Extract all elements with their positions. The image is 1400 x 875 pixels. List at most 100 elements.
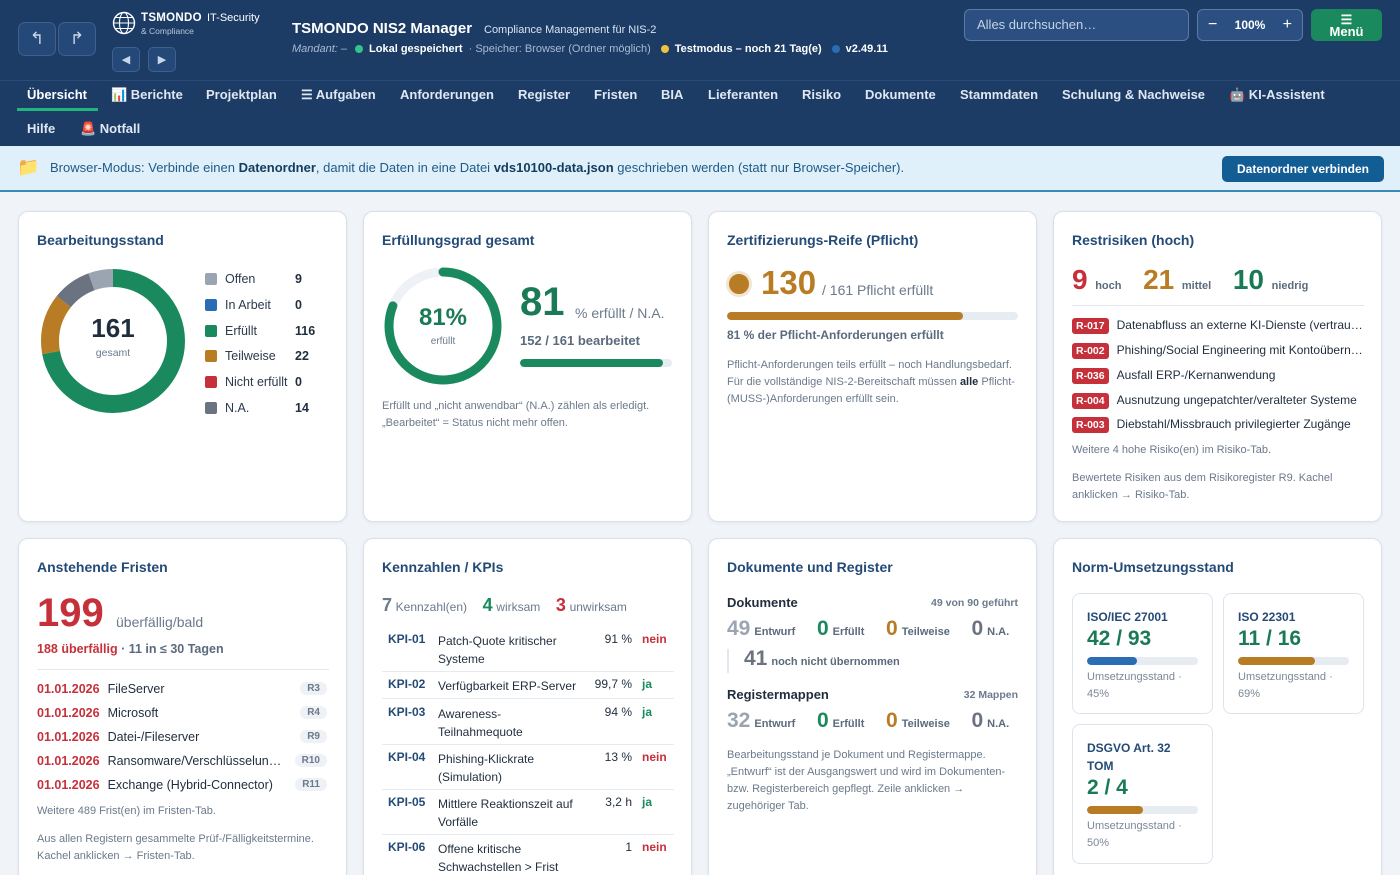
kpi-card[interactable]: Kennzahlen / KPIs 7 Kennzahl(en) 4 wirks… <box>363 538 692 875</box>
tab-notfall[interactable]: 🚨 Notfall <box>80 121 141 136</box>
tab-register[interactable]: Register <box>518 87 571 102</box>
risk-row[interactable]: R-003 Diebstahl/Missbrauch privilegierter… <box>1072 417 1364 433</box>
tab-stammdaten[interactable]: Stammdaten <box>960 87 1039 102</box>
deadline-row[interactable]: 01.01.2026 Datei-/Fileserver R9 <box>37 730 329 744</box>
readiness-indicator-icon <box>726 271 752 297</box>
documents-card[interactable]: Dokumente und Register Dokumente 49 von … <box>708 538 1037 875</box>
documents-status-row[interactable]: 49 Entwurf 0 Erfüllt 0 Teilweise 0 N.A. <box>727 617 1010 640</box>
top-bar: ↰ ↱ ◀ ▶ TSMONDO & Compliance IT-Security… <box>0 0 1400 80</box>
deadline-row[interactable]: 01.01.2026 FileServer R3 <box>37 682 329 696</box>
folder-icon: 📁 <box>17 157 40 177</box>
tab-projektplan[interactable]: Projektplan <box>206 87 277 102</box>
undo-button[interactable]: ↰ <box>18 22 56 56</box>
redo-button[interactable]: ↱ <box>58 22 96 56</box>
legend-item: Nicht erfüllt 0 <box>205 375 305 389</box>
card-title: Dokumente und Register <box>727 559 893 575</box>
status-card[interactable]: Bearbeitungsstand 161 gesamt Offen 9 In Ar… <box>18 211 347 522</box>
risk-row[interactable]: R-002 Phishing/Social Engineering mit Kon… <box>1072 343 1364 359</box>
menu-button[interactable]: ☰ Menü <box>1311 9 1382 41</box>
deadlines-big: 199 <box>37 591 104 635</box>
tab-aufgaben[interactable]: ☰ Aufgaben <box>301 87 376 102</box>
tab-dokumente[interactable]: Dokumente <box>865 87 936 102</box>
legend-item: In Arbeit 0 <box>205 298 305 312</box>
brand-tag: IT-Security <box>207 12 260 24</box>
registers-status-row[interactable]: 32 Entwurf 0 Erfüllt 0 Teilweise 0 N.A. <box>727 709 1010 732</box>
legend-value: 0 <box>295 297 302 312</box>
cert-progress-bar <box>727 312 1018 320</box>
fulfillment-ring-label: erfüllt <box>430 336 456 347</box>
documents-not-taken: 41 noch nicht übernommen <box>744 647 900 670</box>
norm-tile-iso22301[interactable]: ISO 22301 11 / 16 Umsetzungsstand · 69% <box>1223 593 1364 714</box>
deadline-row[interactable]: 01.01.2026 Exchange (Hybrid-Connector) R11 <box>37 778 329 792</box>
fulfillment-card[interactable]: Erfüllungsgrad gesamt 81% erfüllt 81 % e… <box>363 211 692 522</box>
globe-icon <box>112 11 136 35</box>
status-donut-chart <box>41 269 185 413</box>
tab-fristen[interactable]: Fristen <box>594 87 638 102</box>
kpi-row[interactable]: KPI-03 Awareness-Teilnahmequote 94 % ja <box>382 705 674 745</box>
ring-fill <box>384 267 502 385</box>
risk-row[interactable]: R-017 Datenabfluss an externe KI-Dienste … <box>1072 318 1364 334</box>
legend-item: Offen 9 <box>205 272 305 286</box>
kpi-row[interactable]: KPI-02 Verfügbarkeit ERP-Server 99,7 % ja <box>382 677 674 699</box>
certification-card[interactable]: Zertifizierungs-Reife (Pflicht) 130 / 16… <box>708 211 1037 522</box>
card-title: Norm-Umsetzungsstand <box>1072 559 1234 575</box>
risk-more: Weitere 4 hohe Risiko(en) im Risiko-Tab. <box>1072 444 1272 456</box>
fulfillment-big-value: 81 <box>520 280 565 324</box>
risk-row[interactable]: R-036 Ausfall ERP-/Kernanwendung <box>1072 368 1364 384</box>
legend-value: 14 <box>295 401 309 415</box>
legend-label: Nicht erfüllt <box>225 375 288 390</box>
legend-label: Offen <box>225 272 256 286</box>
tab-bia[interactable]: BIA <box>661 87 684 102</box>
kpi-row[interactable]: KPI-04 Phishing-Klickrate (Simulation) 13 … <box>382 750 674 790</box>
divider <box>1072 305 1364 306</box>
active-tab-indicator <box>17 108 98 111</box>
deadlines-more: Weitere 489 Frist(en) im Fristen-Tab. <box>37 805 216 817</box>
deadline-row[interactable]: 01.01.2026Ransomware/Verschlüsselungstro… <box>37 754 329 768</box>
fulfillment-unit: % erfüllt / N.A. <box>575 305 665 321</box>
risk-counts: 9 hoch 21 mittel 10 niedrig <box>1072 264 1308 296</box>
residual-risk-card[interactable]: Restrisiken (hoch) 9 hoch 21 mittel 10 n… <box>1053 211 1382 522</box>
kpi-summary: 7 Kennzahl(en) 4 wirksam 3 unwirksam <box>382 595 627 615</box>
cert-percent-line: 81 % der Pflicht-Anforderungen erfüllt <box>727 328 944 342</box>
norm-card[interactable]: Norm-Umsetzungsstand ISO/IEC 27001 42 / … <box>1053 538 1382 875</box>
history-forward-button[interactable]: ▶ <box>148 47 176 72</box>
tab-lieferanten[interactable]: Lieferanten <box>708 87 779 102</box>
risk-mid-count: 21 <box>1143 264 1175 295</box>
tab-schulung[interactable]: Schulung & Nachweise <box>1062 87 1206 102</box>
zoom-in-button[interactable]: + <box>1282 16 1292 33</box>
tab-hilfe[interactable]: Hilfe <box>27 121 56 136</box>
documents-note: Bearbeitungsstand je Dokument und Regist… <box>727 749 1006 812</box>
connect-folder-button[interactable]: Datenordner verbinden <box>1222 156 1384 182</box>
deadlines-card[interactable]: Anstehende Fristen 199 überfällig/bald 1… <box>18 538 347 875</box>
zoom-out-button[interactable]: − <box>1208 16 1218 33</box>
status-line: Mandant: – Lokal gespeichert · Speicher:… <box>292 43 888 55</box>
legend-value: 22 <box>295 349 309 364</box>
tab-risiko[interactable]: Risiko <box>802 87 842 102</box>
global-search-input[interactable]: Alles durchsuchen… <box>964 9 1189 41</box>
cert-value: 130 <box>761 264 817 301</box>
deadline-row[interactable]: 01.01.2026 Microsoft R4 <box>37 706 329 720</box>
documents-subtitle: Dokumente <box>727 595 798 610</box>
donut-segment-teilweise <box>41 269 185 413</box>
divider <box>727 649 729 673</box>
kpi-row[interactable]: KPI-01 Patch-Quote kritischer Systeme 91 %… <box>382 632 674 672</box>
risk-row[interactable]: R-004 Ausnutzung ungepatchter/veralteter … <box>1072 393 1364 409</box>
tab-anforderungen[interactable]: Anforderungen <box>400 87 494 102</box>
history-back-button[interactable]: ◀ <box>112 47 140 72</box>
legend-swatch <box>205 350 217 363</box>
brand-subline: & Compliance <box>141 26 194 36</box>
mandant-label[interactable]: Mandant: – <box>292 43 348 55</box>
norm-tile-iso27001[interactable]: ISO/IEC 27001 42 / 93 Umsetzungsstand · … <box>1072 593 1213 714</box>
brand-name: TSMONDO <box>141 12 202 24</box>
tab-uebersicht[interactable]: Übersicht <box>27 87 87 102</box>
tab-ki-assistent[interactable]: 🤖 KI-Assistent <box>1229 87 1325 102</box>
kpi-row[interactable]: KPI-05 Mittlere Reaktionszeit auf Vorfäll… <box>382 795 674 835</box>
legend-label: In Arbeit <box>225 297 271 312</box>
tab-berichte[interactable]: 📊 Berichte <box>111 87 183 102</box>
norm-tile-dsgvo[interactable]: DSGVO Art. 32 TOM 2 / 4 Umsetzungsstand … <box>1072 724 1213 864</box>
legend-swatch <box>205 376 217 389</box>
status-total: 161 <box>91 313 135 343</box>
kpi-row[interactable]: KPI-06 Offene kritische Schwachstellen > … <box>388 840 667 874</box>
browser-mode-banner: 📁 Browser-Modus: Verbinde einen Datenord… <box>0 146 1400 192</box>
test-mode-dot <box>660 45 669 53</box>
